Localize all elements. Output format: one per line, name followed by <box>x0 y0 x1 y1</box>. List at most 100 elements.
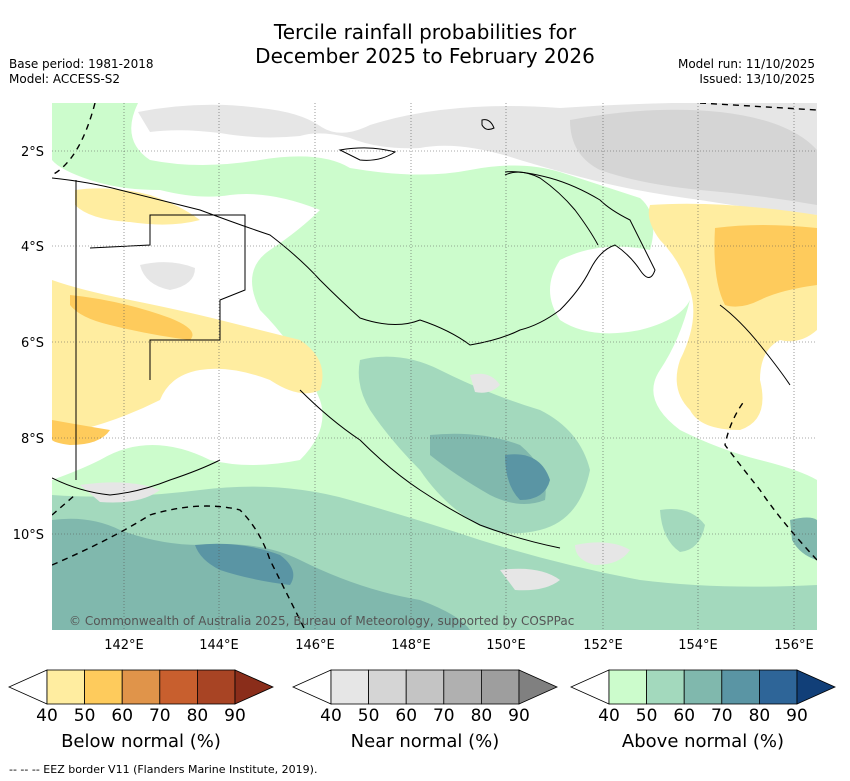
colorbar-tick-label: 50 <box>74 706 96 726</box>
colorbar-max-arrow <box>518 669 558 705</box>
colorbar-tick-label: 90 <box>508 706 530 726</box>
above-normal-region <box>195 543 294 585</box>
below-normal-region <box>714 225 817 307</box>
colorbar-tick-label: 40 <box>598 706 620 726</box>
meta-right: Model run: 11/10/2025 Issued: 13/10/2025 <box>678 57 815 87</box>
colorbar-segment <box>330 669 369 705</box>
colorbar-title: Near normal (%) <box>351 731 500 752</box>
colorbar-tick-label: 60 <box>111 706 133 726</box>
lat-tick-label: 6°S <box>21 336 44 351</box>
coastline-new-britain <box>504 171 599 246</box>
eez-border <box>52 103 96 176</box>
colorbar-max-arrow <box>796 669 836 705</box>
coastline-papuan-peninsula <box>299 389 561 549</box>
colorbar-tick-label: 70 <box>433 706 455 726</box>
colorbar-tick-label: 40 <box>320 706 342 726</box>
colorbar-segment <box>443 669 482 705</box>
lon-tick-label: 146°E <box>295 638 335 653</box>
colorbar-segment <box>84 669 123 705</box>
lon-tick-label: 154°E <box>678 638 718 653</box>
colorbar-tick-label: 70 <box>149 706 171 726</box>
coastline-north-png <box>52 171 656 346</box>
meta-left: Base period: 1981-2018 Model: ACCESS-S2 <box>9 57 154 87</box>
page-title: Tercile rainfall probabilities for Decem… <box>0 20 850 68</box>
footnote: -- -- -- EEZ border V11 (Flanders Marine… <box>9 763 318 776</box>
colorbar-segment <box>480 669 520 705</box>
above-normal-region <box>790 517 817 560</box>
near-normal-region <box>470 373 500 393</box>
eez-borders <box>52 103 817 630</box>
colorbar-tick-label: 80 <box>471 706 493 726</box>
lat-tick-label: 10°S <box>13 528 44 543</box>
coastlines <box>52 119 791 549</box>
colorbar-segment <box>646 669 685 705</box>
lat-tick-label: 4°S <box>21 240 44 255</box>
colorbar-tick-label: 90 <box>224 706 246 726</box>
island-outline <box>481 119 495 130</box>
lon-tick-label: 150°E <box>486 638 526 653</box>
island-outline <box>338 147 397 161</box>
issued-date: Issued: 13/10/2025 <box>699 72 815 86</box>
colorbar-segment <box>368 669 407 705</box>
colorbar-segment <box>159 669 198 705</box>
colorbar-tick-label: 80 <box>187 706 209 726</box>
colorbar-segment <box>721 669 760 705</box>
latitude-labels: 2°S 4°S 6°S 8°S 10°S <box>13 145 44 543</box>
colorbar-segment <box>759 669 798 705</box>
above-normal-region <box>505 454 550 500</box>
colorbar-tick-label: 50 <box>636 706 658 726</box>
title-line-1: Tercile rainfall probabilities for <box>273 20 577 44</box>
above-normal-region <box>660 509 705 552</box>
coastline-bougainville <box>719 304 791 386</box>
eez-border <box>52 505 306 630</box>
longitude-labels: 142°E 144°E 146°E 148°E 150°E 152°E 154°E 156°E <box>104 638 814 653</box>
colorbar-segment <box>405 669 445 705</box>
model-name: Model: ACCESS-S2 <box>9 72 121 86</box>
colorbar-min-arrow <box>292 669 332 705</box>
lon-tick-label: 156°E <box>774 638 814 653</box>
below-normal-region <box>52 420 110 445</box>
lon-tick-label: 144°E <box>199 638 239 653</box>
colorbar-tick-label: 60 <box>395 706 417 726</box>
colorbar-max-arrow <box>234 669 274 705</box>
colorbar-title: Above normal (%) <box>622 731 784 752</box>
eez-border <box>724 399 817 561</box>
near-normal-region <box>140 262 195 290</box>
base-period: Base period: 1981-2018 <box>9 57 154 71</box>
colorbar-tick-label: 90 <box>786 706 808 726</box>
colorbar-title: Below normal (%) <box>61 731 221 752</box>
colorbar-tick-label: 70 <box>711 706 733 726</box>
near-normal-region <box>575 542 630 565</box>
colorbar-min-arrow <box>570 669 610 705</box>
below-normal-region <box>75 188 200 225</box>
near-normal-region <box>570 109 817 205</box>
colorbar-segment <box>196 669 236 705</box>
lon-tick-label: 142°E <box>104 638 144 653</box>
colorbar-tick-label: 60 <box>673 706 695 726</box>
near-normal-region <box>500 568 560 591</box>
colorbar-segment <box>46 669 85 705</box>
colorbar-segment <box>608 669 647 705</box>
colorbar: 40 50 60 70 80 90 Near normal (%) <box>292 669 558 752</box>
colorbar-min-arrow <box>8 669 48 705</box>
colorbar-tick-label: 50 <box>358 706 380 726</box>
colorbar-segment <box>683 669 723 705</box>
lon-tick-label: 152°E <box>583 638 623 653</box>
eez-border <box>699 103 817 111</box>
near-normal-region <box>80 482 160 503</box>
credit-text: © Commonwealth of Australia 2025, Bureau… <box>69 614 574 628</box>
below-normal-region <box>70 295 193 340</box>
colorbar-tick-label: 40 <box>36 706 58 726</box>
colorbar-tick-label: 80 <box>749 706 771 726</box>
map-area: © Commonwealth of Australia 2025, Bureau… <box>52 103 817 630</box>
eez-border <box>52 494 76 516</box>
gridlines <box>52 103 817 630</box>
coastline-south-png <box>52 459 221 496</box>
title-line-2: December 2025 to February 2026 <box>255 44 595 68</box>
lat-tick-label: 2°S <box>21 145 44 160</box>
lat-tick-label: 8°S <box>21 432 44 447</box>
